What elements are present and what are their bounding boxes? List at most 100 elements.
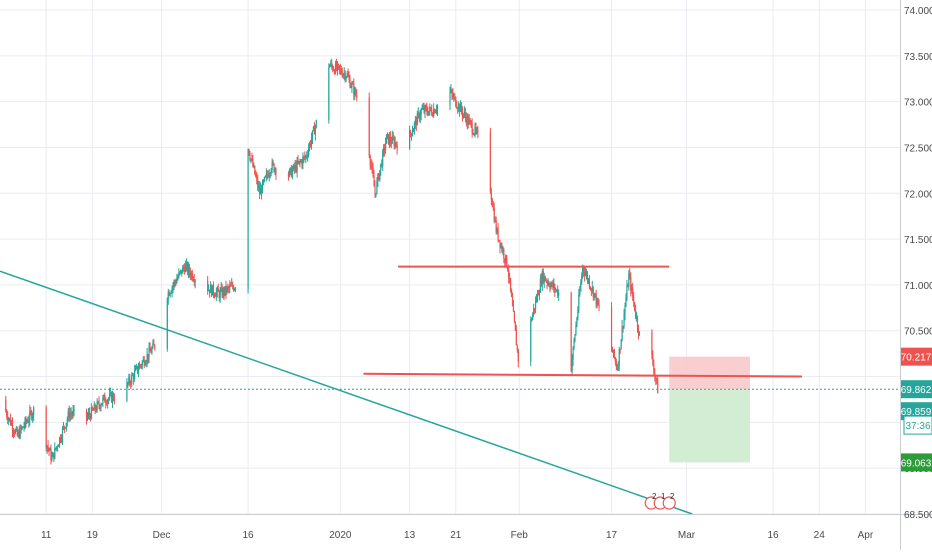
candle — [312, 130, 313, 138]
candle — [346, 77, 347, 79]
candle — [412, 132, 413, 136]
candle — [135, 368, 136, 371]
candle — [341, 69, 342, 73]
candle — [430, 107, 431, 110]
candle — [545, 276, 546, 281]
candle — [66, 423, 67, 428]
candle — [422, 109, 423, 110]
candle — [51, 457, 52, 460]
candle — [371, 164, 372, 166]
candle — [267, 173, 268, 175]
candle — [350, 87, 351, 88]
candle — [614, 350, 615, 358]
candle — [616, 361, 617, 366]
x-tick-label: 16 — [243, 530, 255, 541]
candle — [598, 305, 599, 308]
x-tick-label: Mar — [678, 530, 696, 541]
candle — [347, 74, 348, 76]
candle — [421, 109, 422, 115]
candle — [114, 399, 115, 400]
candle — [62, 428, 63, 439]
candle — [154, 345, 155, 349]
candle — [372, 168, 373, 176]
candle — [270, 174, 271, 175]
candle — [102, 398, 103, 404]
candle — [492, 200, 493, 207]
candle — [374, 186, 375, 193]
candle — [54, 448, 55, 459]
candle — [508, 270, 509, 277]
candle — [397, 145, 398, 149]
candle — [512, 297, 513, 306]
candle — [471, 121, 472, 123]
candle — [420, 115, 421, 118]
price-label: 69.862 — [901, 385, 932, 396]
candle — [637, 317, 638, 328]
stop-loss-zone — [669, 357, 750, 390]
candle — [265, 176, 266, 177]
candle — [15, 430, 16, 433]
candle — [575, 325, 576, 335]
candle — [73, 409, 74, 411]
candle — [30, 411, 31, 412]
candle — [618, 365, 619, 369]
candle — [306, 156, 307, 157]
y-tick-label: 72.000 — [904, 189, 932, 200]
candle — [435, 111, 436, 113]
x-tick-label: 11 — [41, 530, 52, 541]
x-tick-label: 17 — [606, 530, 618, 541]
candle — [518, 350, 519, 362]
candle — [316, 120, 317, 126]
candle — [32, 415, 33, 419]
candle — [232, 284, 233, 287]
y-tick-label: 71.000 — [904, 281, 932, 292]
candle — [213, 285, 214, 294]
candle — [332, 66, 333, 70]
candle — [72, 411, 73, 415]
candle — [254, 166, 255, 175]
y-tick-label: 73.500 — [904, 52, 932, 63]
candle — [517, 345, 518, 349]
candle — [33, 408, 34, 415]
candle — [98, 402, 99, 406]
candle — [465, 112, 466, 117]
candle — [515, 322, 516, 331]
candle — [64, 426, 65, 427]
x-tick-label: 2020 — [329, 530, 352, 541]
candle — [497, 228, 498, 239]
candle — [61, 439, 62, 440]
candle — [185, 265, 186, 272]
candle — [264, 177, 265, 181]
candle — [47, 446, 48, 449]
candle — [172, 285, 173, 287]
candle — [503, 250, 504, 259]
y-tick-label: 74.000 — [904, 6, 932, 17]
candle — [247, 149, 248, 289]
candle — [329, 66, 330, 68]
candle — [12, 423, 13, 431]
candle — [171, 292, 172, 293]
candle — [615, 358, 616, 362]
candle — [455, 97, 456, 106]
candle — [373, 176, 374, 186]
candle — [633, 297, 634, 302]
candle — [472, 123, 473, 133]
candle — [386, 134, 387, 143]
candle — [639, 331, 640, 334]
candle — [581, 276, 582, 283]
candle — [425, 106, 426, 108]
candle — [256, 176, 257, 178]
candle — [470, 120, 471, 121]
candle — [107, 400, 108, 404]
candle — [328, 67, 329, 120]
candle — [218, 288, 219, 292]
candle — [179, 272, 180, 273]
candle — [516, 331, 517, 346]
candle — [183, 267, 184, 268]
price-label: 70.217 — [901, 353, 932, 364]
candle — [89, 413, 90, 415]
